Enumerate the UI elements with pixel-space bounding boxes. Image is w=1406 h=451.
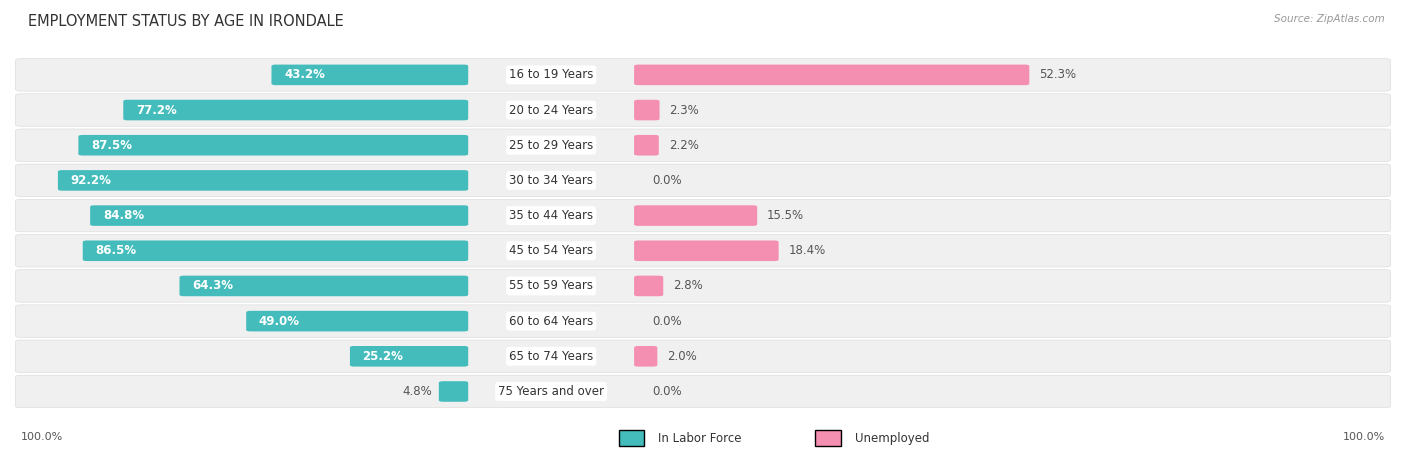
- Text: 0.0%: 0.0%: [652, 174, 682, 187]
- Text: Source: ZipAtlas.com: Source: ZipAtlas.com: [1274, 14, 1385, 23]
- Text: 87.5%: 87.5%: [91, 139, 132, 152]
- FancyBboxPatch shape: [15, 94, 1391, 126]
- Text: 92.2%: 92.2%: [70, 174, 111, 187]
- Text: 18.4%: 18.4%: [789, 244, 825, 257]
- FancyBboxPatch shape: [83, 240, 468, 261]
- FancyBboxPatch shape: [15, 305, 1391, 337]
- Text: 86.5%: 86.5%: [96, 244, 136, 257]
- Text: 43.2%: 43.2%: [284, 69, 325, 81]
- Text: 16 to 19 Years: 16 to 19 Years: [509, 69, 593, 81]
- Text: 20 to 24 Years: 20 to 24 Years: [509, 104, 593, 116]
- Text: 2.2%: 2.2%: [669, 139, 699, 152]
- Text: In Labor Force: In Labor Force: [658, 432, 741, 445]
- FancyBboxPatch shape: [439, 381, 468, 402]
- FancyBboxPatch shape: [634, 64, 1029, 85]
- Text: 25 to 29 Years: 25 to 29 Years: [509, 139, 593, 152]
- FancyBboxPatch shape: [15, 375, 1391, 408]
- FancyBboxPatch shape: [180, 276, 468, 296]
- FancyBboxPatch shape: [634, 100, 659, 120]
- Text: 0.0%: 0.0%: [652, 315, 682, 327]
- FancyBboxPatch shape: [58, 170, 468, 191]
- FancyBboxPatch shape: [15, 340, 1391, 373]
- Text: 2.3%: 2.3%: [669, 104, 699, 116]
- Text: 65 to 74 Years: 65 to 74 Years: [509, 350, 593, 363]
- Text: 0.0%: 0.0%: [652, 385, 682, 398]
- FancyBboxPatch shape: [79, 135, 468, 156]
- Text: 35 to 44 Years: 35 to 44 Years: [509, 209, 593, 222]
- Text: 52.3%: 52.3%: [1039, 69, 1077, 81]
- FancyBboxPatch shape: [246, 311, 468, 331]
- FancyBboxPatch shape: [271, 64, 468, 85]
- Text: 75 Years and over: 75 Years and over: [498, 385, 605, 398]
- Text: 45 to 54 Years: 45 to 54 Years: [509, 244, 593, 257]
- Text: 100.0%: 100.0%: [1343, 433, 1385, 442]
- FancyBboxPatch shape: [15, 235, 1391, 267]
- Text: 77.2%: 77.2%: [136, 104, 177, 116]
- Text: 49.0%: 49.0%: [259, 315, 299, 327]
- FancyBboxPatch shape: [634, 135, 659, 156]
- Text: 64.3%: 64.3%: [193, 280, 233, 292]
- Text: 84.8%: 84.8%: [103, 209, 143, 222]
- Text: 2.8%: 2.8%: [673, 280, 703, 292]
- FancyBboxPatch shape: [634, 276, 664, 296]
- Text: 4.8%: 4.8%: [402, 385, 432, 398]
- Text: EMPLOYMENT STATUS BY AGE IN IRONDALE: EMPLOYMENT STATUS BY AGE IN IRONDALE: [28, 14, 344, 28]
- FancyBboxPatch shape: [90, 205, 468, 226]
- Text: 60 to 64 Years: 60 to 64 Years: [509, 315, 593, 327]
- FancyBboxPatch shape: [124, 100, 468, 120]
- Text: 100.0%: 100.0%: [21, 433, 63, 442]
- FancyBboxPatch shape: [15, 164, 1391, 197]
- FancyBboxPatch shape: [15, 129, 1391, 161]
- FancyBboxPatch shape: [634, 240, 779, 261]
- FancyBboxPatch shape: [15, 199, 1391, 232]
- Text: 55 to 59 Years: 55 to 59 Years: [509, 280, 593, 292]
- Text: 30 to 34 Years: 30 to 34 Years: [509, 174, 593, 187]
- FancyBboxPatch shape: [815, 430, 841, 446]
- Text: Unemployed: Unemployed: [855, 432, 929, 445]
- FancyBboxPatch shape: [619, 430, 644, 446]
- FancyBboxPatch shape: [634, 346, 658, 367]
- FancyBboxPatch shape: [634, 205, 758, 226]
- Text: 15.5%: 15.5%: [768, 209, 804, 222]
- FancyBboxPatch shape: [350, 346, 468, 367]
- FancyBboxPatch shape: [15, 270, 1391, 302]
- Text: 25.2%: 25.2%: [363, 350, 404, 363]
- Text: 2.0%: 2.0%: [668, 350, 697, 363]
- FancyBboxPatch shape: [15, 59, 1391, 91]
